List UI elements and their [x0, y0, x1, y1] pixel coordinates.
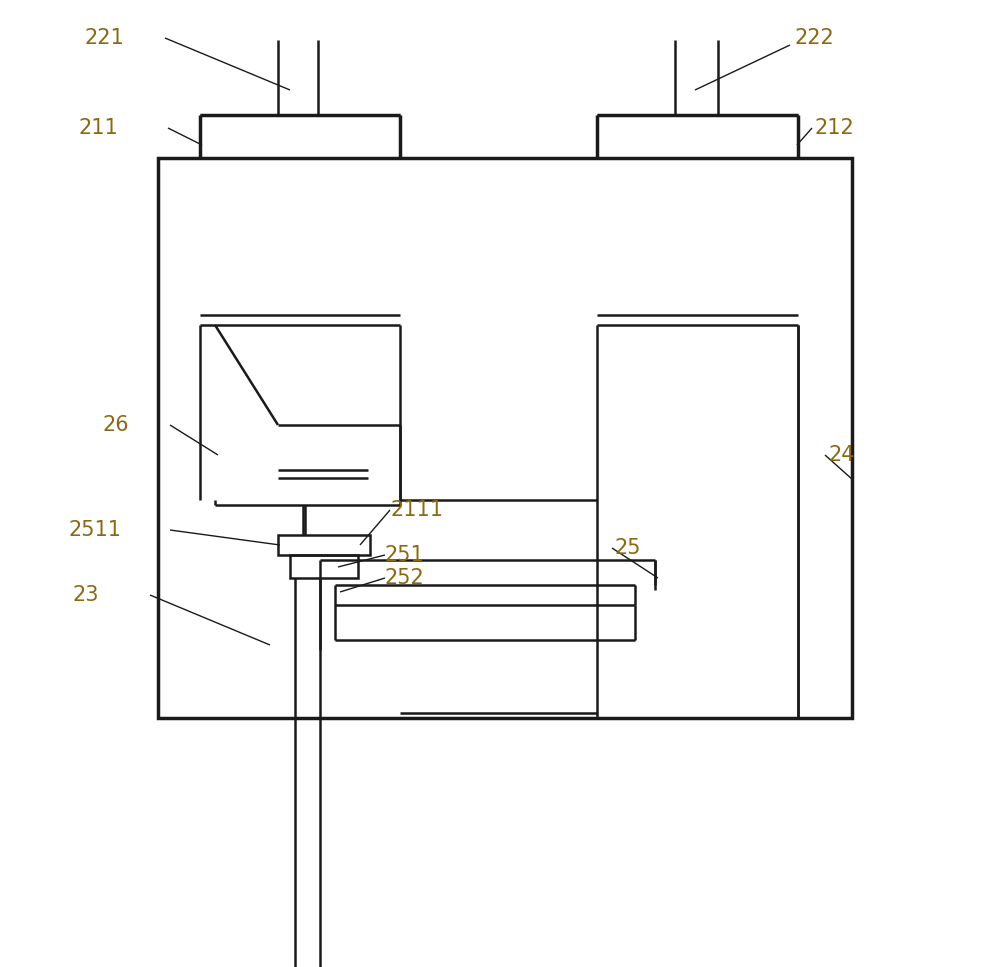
Text: 212: 212: [815, 118, 855, 138]
Text: 2511: 2511: [68, 520, 121, 540]
Bar: [158, 158, 852, 718]
Text: 252: 252: [385, 568, 425, 588]
Text: 2111: 2111: [390, 500, 443, 520]
Text: 222: 222: [795, 28, 835, 48]
Text: 26: 26: [103, 415, 130, 435]
Text: 221: 221: [85, 28, 125, 48]
Bar: [278, 535, 370, 555]
Bar: [290, 555, 358, 578]
Text: 251: 251: [385, 545, 425, 565]
Text: 23: 23: [73, 585, 100, 605]
Text: 25: 25: [615, 538, 642, 558]
Text: 24: 24: [828, 445, 854, 465]
Text: 211: 211: [78, 118, 118, 138]
